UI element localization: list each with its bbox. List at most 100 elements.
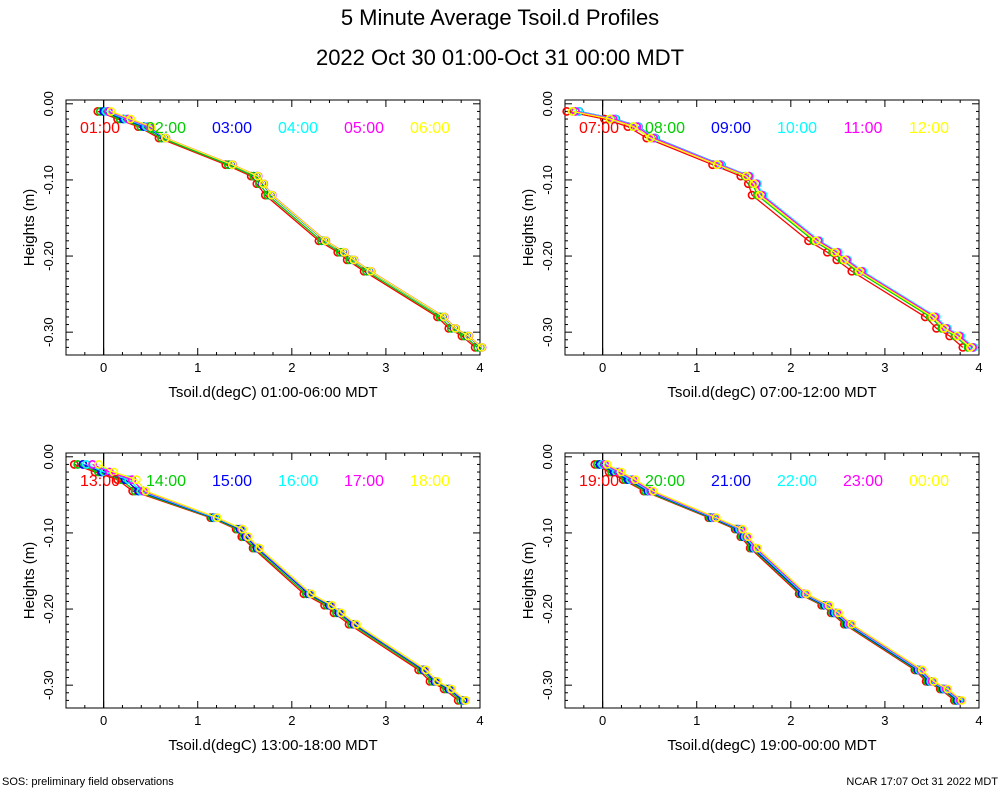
y-tick-label: 0.00 — [41, 444, 56, 469]
data-point — [439, 312, 449, 322]
data-point — [73, 460, 83, 469]
footer-timestamp: NCAR 17:07 Oct 31 2022 MDT — [846, 776, 998, 788]
data-point — [258, 179, 268, 189]
data-point — [929, 676, 939, 686]
x-tick-label: 2 — [787, 713, 794, 728]
legend-label: 16:00 — [278, 473, 318, 490]
series-line-0700 — [566, 110, 964, 348]
data-point — [957, 695, 967, 705]
series-line-1300 — [74, 463, 459, 701]
legend-label: 17:00 — [344, 473, 384, 490]
y-tick-label: -0.20 — [540, 594, 555, 624]
data-point — [147, 122, 156, 132]
y-axis-label: Heights (m) — [520, 542, 537, 620]
data-point — [99, 467, 109, 477]
legend-label: 20:00 — [645, 473, 685, 490]
x-tick-label: 1 — [194, 713, 201, 728]
series-line-0200 — [100, 110, 478, 348]
data-point — [366, 266, 376, 276]
x-axis-label: Tsoil.d(degC) 01:00-06:00 MDT — [168, 384, 377, 401]
legend-label: 04:00 — [278, 120, 318, 137]
x-tick-label: 3 — [382, 360, 389, 375]
y-axis-label: Heights (m) — [520, 189, 537, 267]
legend-label: 09:00 — [711, 120, 751, 137]
x-axis-label: Tsoil.d(degC) 19:00-00:00 MDT — [667, 737, 876, 754]
series-line-0000 — [606, 463, 963, 701]
y-tick-label: -0.10 — [41, 165, 56, 195]
data-point — [141, 486, 151, 496]
data-point — [824, 600, 834, 610]
x-tick-label: 2 — [288, 360, 295, 375]
x-tick-label: 3 — [881, 360, 888, 375]
y-axis-label: Heights (m) — [21, 542, 38, 620]
data-point — [306, 589, 316, 599]
data-point — [433, 676, 442, 686]
data-point — [81, 460, 91, 469]
series-line-2200 — [601, 463, 960, 701]
legend-label: 01:00 — [80, 120, 120, 137]
data-point — [648, 486, 658, 496]
data-point — [839, 255, 849, 265]
legend-label: 00:00 — [909, 473, 949, 490]
profile-panel-2: 0 1 2 3 4 0.00 -0.10 -0.20 -0.30 Tsoil.d(degC) 07… — [520, 91, 983, 401]
data-point — [227, 160, 237, 170]
series-line-0800 — [572, 110, 969, 348]
legend-label: 06:00 — [410, 120, 450, 137]
data-point — [743, 532, 753, 542]
data-point — [605, 114, 615, 124]
data-point — [753, 543, 763, 553]
data-point — [450, 323, 460, 333]
x-tick-label: 4 — [975, 713, 982, 728]
x-tick-label: 4 — [975, 360, 982, 375]
data-point — [126, 114, 136, 124]
data-point — [811, 236, 821, 246]
x-tick-label: 1 — [693, 713, 700, 728]
data-point — [749, 179, 759, 189]
data-point — [447, 684, 456, 694]
legend-label: 15:00 — [212, 473, 252, 490]
data-point — [854, 266, 864, 276]
data-point — [109, 467, 119, 477]
data-point — [616, 467, 626, 477]
series-line-0100 — [97, 110, 476, 348]
data-point — [339, 247, 349, 257]
y-tick-label: -0.10 — [540, 165, 555, 195]
data-point — [928, 312, 938, 322]
legend-label: 07:00 — [579, 120, 619, 137]
x-tick-label: 3 — [881, 713, 888, 728]
data-point — [965, 342, 975, 352]
data-point — [337, 608, 346, 618]
data-point — [917, 665, 927, 675]
footer-source-note: SOS: preliminary field observations — [2, 776, 174, 788]
data-point — [630, 475, 640, 485]
data-point — [461, 695, 471, 705]
series-line-1900 — [594, 463, 955, 701]
x-axis-label: Tsoil.d(degC) 07:00-12:00 MDT — [667, 384, 876, 401]
legend-label: 12:00 — [909, 120, 949, 137]
series-line-0500 — [108, 110, 483, 348]
x-tick-label: 4 — [476, 713, 483, 728]
series-line-0900 — [578, 110, 974, 348]
legend-label: 11:00 — [844, 120, 883, 137]
legend-label: 08:00 — [645, 120, 685, 137]
x-tick-label: 1 — [194, 360, 201, 375]
x-tick-label: 3 — [382, 713, 389, 728]
data-point — [477, 342, 487, 352]
data-point — [267, 190, 277, 200]
data-point — [939, 323, 949, 333]
legend-label: 13:00 — [80, 473, 120, 490]
data-point — [212, 513, 222, 523]
y-tick-label: -0.30 — [540, 670, 555, 700]
data-point — [88, 460, 97, 469]
series-line-2300 — [604, 463, 961, 701]
legend-label: 03:00 — [212, 120, 252, 137]
data-point — [834, 608, 843, 618]
series-line-1100 — [575, 110, 974, 348]
data-point — [755, 190, 764, 200]
series-line-2000 — [597, 463, 957, 701]
data-point — [571, 107, 580, 116]
series-line-2100 — [599, 463, 958, 701]
data-point — [327, 600, 337, 610]
x-tick-label: 1 — [693, 360, 700, 375]
data-point — [741, 171, 751, 181]
